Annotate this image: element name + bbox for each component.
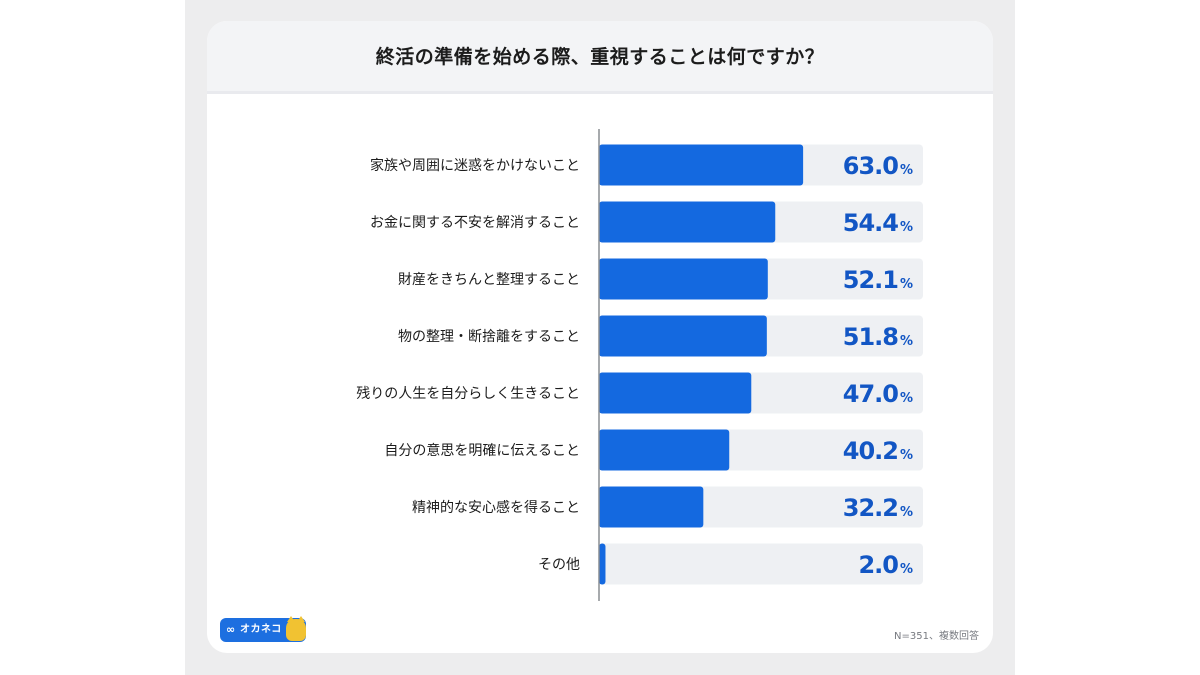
value-label: 2.0% [858,551,913,579]
value-unit: % [900,391,913,406]
value-number: 2.0 [858,551,898,579]
bar-chart: 家族や周囲に迷惑をかけないこと 63.0 % お金に関する不安を解消すること 54.4%… [356,129,923,601]
value-number: 52.1 [843,266,899,294]
cat-mascot-icon [286,616,306,641]
value-label: 47.0% [843,380,913,408]
value-label: 54.4% [843,209,913,237]
category-label: 精神的な安心感を得ること [412,499,580,516]
okaneko-logo: ∞ オカネコ [220,616,306,642]
value-label: 40.2% [843,437,913,465]
category-label: 家族や周囲に迷惑をかけないこと [370,157,580,174]
category-label: 自分の意思を明確に伝えること [384,442,580,459]
value-label: 51.8% [843,323,913,351]
value-number: 51.8 [843,323,899,351]
card-header [207,21,993,94]
value-number: 32.2 [843,494,898,522]
bar [599,429,730,471]
bar [599,258,768,300]
value-label: 52.1% [843,266,913,294]
value-unit: % [900,334,913,349]
value-label: 63.0% [843,152,913,180]
value-unit: % [900,505,913,520]
value-number: 47.0 [843,380,899,408]
sample-note: N=351、複数回答 [894,631,979,642]
category-label: その他 [538,557,580,573]
value-number: 40.2 [843,437,898,465]
bar [599,144,804,186]
value-label: 32.2% [843,494,913,522]
value-unit: % [900,562,913,577]
value-unit: % [900,277,913,292]
infinity-icon: ∞ [226,623,236,636]
bar [599,372,752,414]
category-label: 財産をきちんと整理すること [398,272,580,288]
logo-text: オカネコ [240,624,282,635]
value-number: 63.0 [843,152,899,180]
bar [599,201,776,243]
bar-track [599,543,923,585]
category-label: 残りの人生を自分らしく生きること [356,386,580,402]
value-unit: % [900,448,913,463]
value-unit: % [900,220,913,235]
chart-card: 終活の準備を始める際、重視することは何ですか？ 家族や周囲に迷惑をかけないこと 6… [207,21,993,653]
category-label: お金に関する不安を解消すること [370,215,580,231]
value-unit: % [900,163,913,178]
bar [599,543,606,585]
bar [599,486,704,528]
value-number: 54.4 [843,209,899,237]
category-label: 物の整理・断捨離をすること [398,328,580,345]
bar [599,315,767,357]
chart-title: 終活の準備を始める際、重視することは何ですか？ [375,46,825,68]
